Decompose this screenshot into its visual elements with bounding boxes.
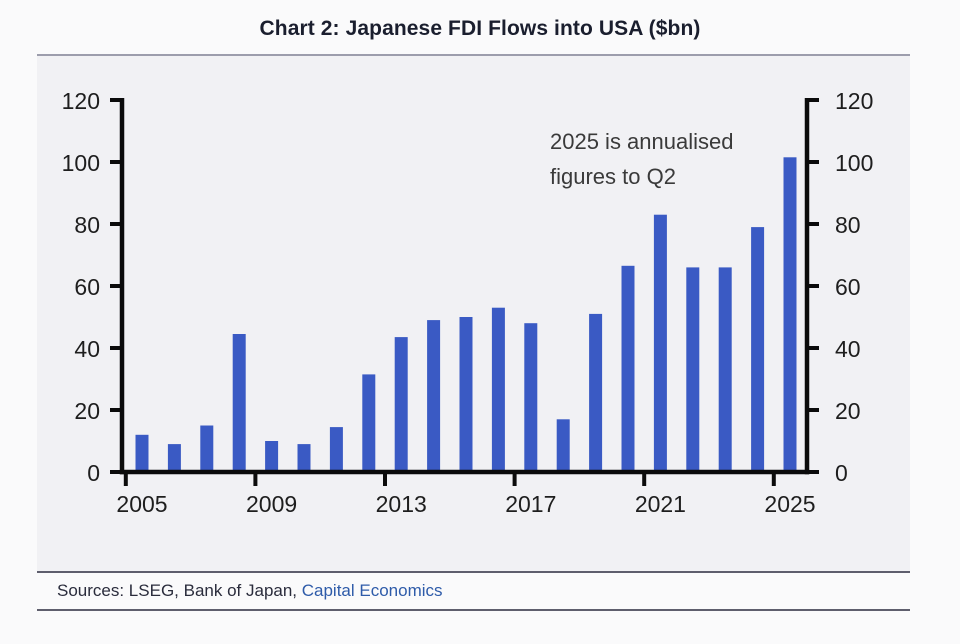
bar-2007 (200, 425, 214, 472)
capital-economics-link[interactable]: Capital Economics (301, 581, 443, 600)
x-label-2025: 2025 (764, 491, 815, 517)
footer-divider-top (37, 571, 910, 573)
left-y-label-80: 80 (74, 212, 100, 238)
bar-2012 (362, 374, 376, 473)
bar-2008 (232, 334, 246, 472)
bar-2018 (556, 419, 570, 472)
page-title: Chart 2: Japanese FDI Flows into USA ($b… (259, 17, 701, 40)
chart-annotation-line-1: 2025 is annualised (550, 129, 733, 154)
left-y-label-60: 60 (74, 274, 100, 300)
bar-2015 (459, 317, 473, 472)
left-y-label-120: 120 (62, 88, 100, 114)
chart-annotation-line-2: figures to Q2 (550, 164, 676, 189)
bar-2017 (524, 323, 538, 472)
x-label-2021: 2021 (635, 491, 686, 517)
bar-2016 (491, 307, 505, 472)
bar-2020 (621, 265, 635, 472)
left-y-label-0: 0 (87, 460, 100, 486)
sources-text: Sources: LSEG, Bank of Japan, (57, 581, 302, 600)
left-y-label-20: 20 (74, 398, 100, 424)
bar-2006 (167, 444, 181, 472)
x-label-2009: 2009 (246, 491, 297, 517)
right-y-label-60: 60 (835, 274, 861, 300)
sources-line: Sources: LSEG, Bank of Japan, Capital Ec… (57, 581, 443, 601)
bar-2010 (297, 444, 311, 472)
bar-2021 (653, 214, 667, 472)
x-label-2005: 2005 (116, 491, 167, 517)
bar-2013 (394, 337, 408, 472)
bar-2014 (427, 320, 441, 472)
bar-2023 (718, 267, 732, 472)
bar-2009 (265, 441, 279, 472)
bar-2024 (751, 227, 765, 472)
bar-2011 (329, 427, 343, 473)
bar-2005 (135, 434, 149, 472)
right-y-label-40: 40 (835, 336, 861, 362)
right-y-label-120: 120 (835, 88, 873, 114)
bar-2022 (686, 267, 700, 472)
right-y-label-100: 100 (835, 150, 873, 176)
x-label-2017: 2017 (505, 491, 556, 517)
bar-2025 (783, 157, 797, 473)
footer-divider-bottom (37, 609, 910, 611)
bar-2019 (589, 313, 603, 472)
chart-panel: 0 0 20 20 40 40 60 60 80 80 100 100 120 120 2005 2009 20… (37, 54, 910, 572)
right-y-label-0: 0 (835, 460, 848, 486)
left-y-label-100: 100 (62, 150, 100, 176)
fdi-bar-chart: 0 0 20 20 40 40 60 60 80 80 100 100 120 120 2005 2009 20… (62, 88, 874, 517)
x-label-2013: 2013 (376, 491, 427, 517)
right-y-label-80: 80 (835, 212, 861, 238)
left-y-label-40: 40 (74, 336, 100, 362)
right-y-label-20: 20 (835, 398, 861, 424)
